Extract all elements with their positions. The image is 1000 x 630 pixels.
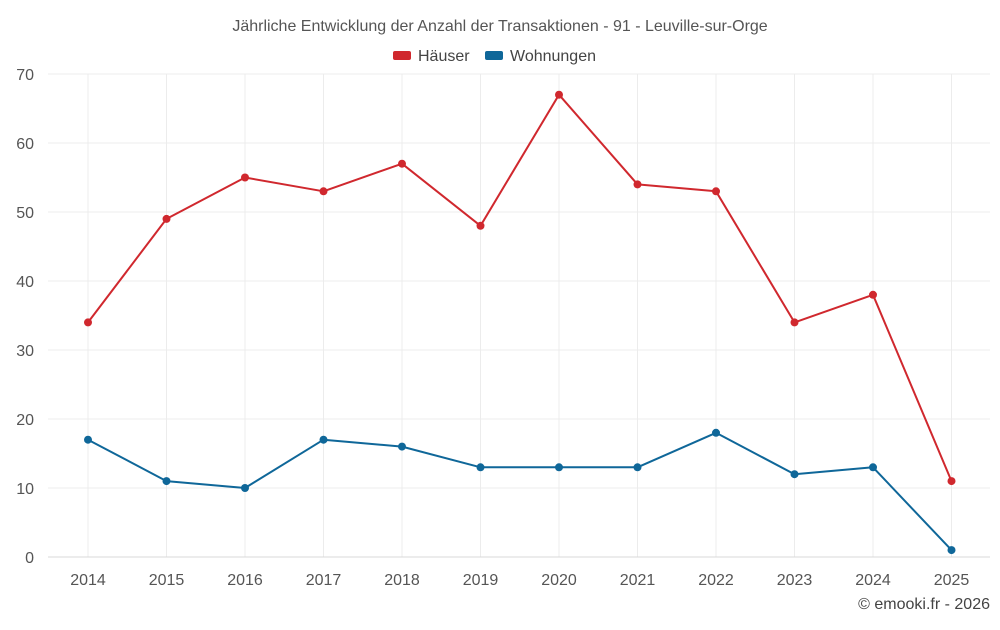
legend-item-wohnungen[interactable]: Wohnungen [485, 48, 596, 65]
data-point-wohnungen[interactable] [162, 477, 171, 486]
data-point-wohnungen[interactable] [947, 546, 956, 555]
y-tick-label: 20 [16, 412, 34, 429]
x-tick-label: 2019 [463, 572, 499, 589]
chart-title: Jährliche Entwicklung der Anzahl der Tra… [232, 18, 767, 35]
legend-swatch-wohnungen [485, 51, 503, 60]
x-tick-label: 2020 [541, 572, 577, 589]
data-point-wohnungen[interactable] [712, 428, 720, 437]
data-point-wohnungen[interactable] [319, 435, 328, 444]
y-tick-label: 60 [16, 136, 34, 153]
series-line-haeuser [87, 93, 953, 483]
x-axis: 2014 2015 2016 2017 2018 2019 2020 2021 2022 2023… [48, 556, 990, 589]
data-point-haeuser[interactable] [633, 180, 642, 189]
legend-label-haeuser: Häuser [418, 48, 470, 65]
y-axis: 0 10 20 30 40 50 60 70 [16, 67, 34, 567]
series-wohnungen [84, 428, 956, 555]
series-line-wohnungen [87, 431, 953, 552]
series [84, 90, 956, 555]
data-point-wohnungen[interactable] [869, 463, 877, 472]
x-tick-label: 2016 [227, 572, 263, 589]
data-point-wohnungen[interactable] [398, 442, 406, 451]
x-tick-label: 2014 [70, 572, 106, 589]
x-tick-label: 2025 [934, 572, 970, 589]
legend-label-wohnungen: Wohnungen [510, 48, 596, 65]
data-point-wohnungen[interactable] [241, 484, 249, 492]
data-point-wohnungen[interactable] [476, 463, 485, 472]
y-tick-label: 30 [16, 343, 34, 360]
legend: Häuser Wohnungen [393, 48, 596, 65]
x-tick-label: 2018 [384, 572, 420, 589]
x-tick-label: 2017 [306, 572, 342, 589]
data-point-haeuser[interactable] [555, 90, 563, 99]
x-tick-label: 2023 [777, 572, 813, 589]
data-point-haeuser[interactable] [869, 290, 877, 299]
y-tick-label: 70 [16, 67, 34, 84]
legend-item-haeuser[interactable]: Häuser [393, 48, 470, 65]
y-tick-label: 50 [16, 205, 34, 222]
x-tick-label: 2021 [620, 572, 656, 589]
data-point-wohnungen[interactable] [633, 463, 642, 472]
y-tick-label: 0 [25, 550, 34, 567]
data-point-wohnungen[interactable] [84, 435, 92, 444]
data-point-haeuser[interactable] [241, 173, 249, 182]
x-tick-label: 2015 [149, 572, 185, 589]
x-tick-label: 2024 [855, 572, 891, 589]
data-point-haeuser[interactable] [947, 477, 956, 486]
data-point-wohnungen[interactable] [790, 470, 799, 479]
data-point-haeuser[interactable] [398, 159, 406, 168]
data-point-haeuser[interactable] [162, 214, 171, 223]
credit-text: © emooki.fr - 2026 [858, 596, 990, 613]
y-tick-label: 10 [16, 481, 34, 498]
data-point-haeuser[interactable] [476, 221, 485, 230]
x-tick-label: 2022 [698, 572, 734, 589]
data-point-wohnungen[interactable] [555, 463, 563, 472]
data-point-haeuser[interactable] [319, 187, 328, 196]
legend-swatch-haeuser [393, 51, 411, 60]
grid [48, 73, 990, 557]
series-haeuser [84, 90, 956, 486]
data-point-haeuser[interactable] [84, 318, 92, 327]
data-point-haeuser[interactable] [712, 187, 720, 196]
y-tick-label: 40 [16, 274, 34, 291]
data-point-haeuser[interactable] [790, 318, 799, 327]
